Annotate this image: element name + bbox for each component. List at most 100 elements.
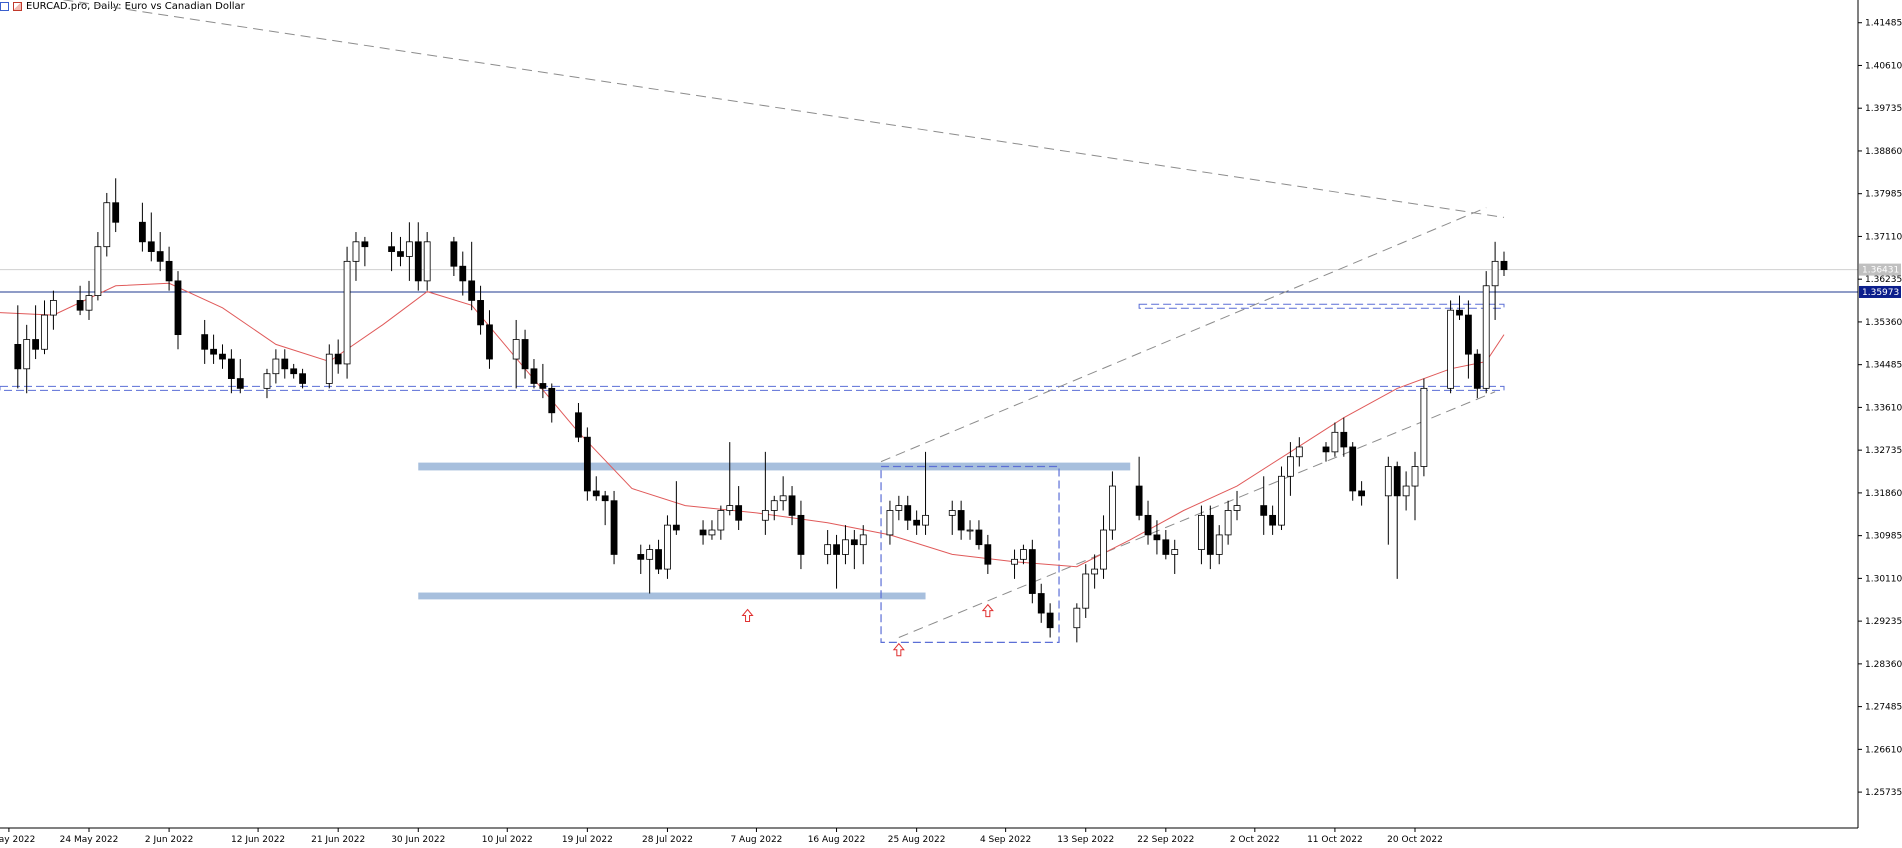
candle — [655, 539, 662, 574]
candle-body-bull — [1384, 466, 1392, 497]
candle — [975, 520, 983, 550]
candle-body-bear — [788, 495, 796, 516]
candle-body-bear — [1135, 485, 1143, 516]
candle-body-bear — [1046, 612, 1054, 629]
candle — [539, 363, 547, 399]
candle-body-bull — [512, 339, 520, 360]
candle-body-bull — [859, 534, 867, 546]
candle — [664, 515, 671, 579]
candle — [1011, 549, 1018, 579]
candle — [1082, 564, 1090, 618]
candle — [1046, 603, 1054, 638]
candle-body-bear — [592, 490, 600, 497]
trend-line — [880, 207, 1487, 463]
candle-body-bull — [1224, 510, 1232, 536]
time-tick-label: 30 Jun 2022 — [391, 835, 445, 845]
candle-body-bull — [1447, 309, 1455, 389]
price-tick-label: 1.34485 — [1865, 361, 1902, 371]
candle — [23, 324, 31, 394]
candle-body-bull — [646, 549, 654, 560]
plot-area — [0, 0, 1858, 657]
candle — [592, 476, 600, 501]
candle-body-bull — [1109, 485, 1116, 531]
candle — [1420, 378, 1428, 477]
candle — [966, 520, 974, 540]
candle — [1473, 349, 1481, 399]
time-tick-label: 22 Sep 2022 — [1137, 835, 1194, 845]
candle — [859, 525, 867, 565]
candle-body-bear — [156, 251, 164, 262]
candle — [414, 222, 422, 291]
candle — [49, 290, 57, 330]
time-axis: 5 May 2022 24 May 2022 2 Jun 2022 12 Jun 20… — [0, 827, 1858, 845]
up-arrow-icon — [981, 603, 994, 618]
time-tick-label: 11 Oct 2022 — [1307, 835, 1363, 845]
candle-body-bear — [1028, 549, 1036, 594]
candle-body-bull — [41, 314, 48, 350]
candle — [1171, 539, 1179, 574]
current-price-badge: 1.36431 — [1862, 266, 1899, 276]
candle-body-bull — [263, 373, 271, 389]
candle-body-bull — [1011, 558, 1018, 565]
candle — [672, 481, 680, 535]
time-tick-label: 13 Sep 2022 — [1057, 835, 1114, 845]
candle — [272, 349, 280, 384]
candle-body-bull — [49, 300, 57, 316]
candle-body-bear — [601, 495, 609, 502]
candle — [1206, 505, 1214, 570]
candle — [1260, 476, 1268, 535]
candle — [1393, 461, 1401, 579]
candle — [913, 510, 921, 535]
candle-body-bear — [735, 505, 743, 521]
candle — [227, 349, 235, 394]
candle-body-bear — [147, 241, 155, 252]
candle — [1028, 539, 1036, 604]
candle-body-bear — [210, 348, 217, 355]
time-tick-label: 20 Oct 2022 — [1387, 835, 1443, 845]
candle — [112, 178, 120, 233]
chart-icon[interactable] — [13, 1, 22, 11]
candle-body-bull — [1082, 573, 1090, 609]
time-tick-label: 5 May 2022 — [0, 835, 35, 845]
candle — [1482, 271, 1490, 394]
candle — [984, 534, 992, 574]
candle-body-bear — [913, 519, 921, 526]
candle-body-bear — [14, 343, 22, 370]
candle — [1091, 554, 1099, 589]
candle-body-bull — [1073, 607, 1081, 629]
time-tick-label: 28 Jul 2022 — [642, 835, 693, 845]
candle — [824, 530, 832, 565]
candle — [1500, 251, 1508, 276]
price-tick-label: 1.30985 — [1865, 532, 1902, 542]
candle — [334, 339, 342, 374]
candle-body-bear — [850, 539, 858, 546]
candle-body-bull — [1278, 475, 1285, 526]
time-tick-label: 10 Jul 2022 — [482, 835, 533, 845]
candle — [699, 520, 707, 545]
candle — [530, 359, 538, 389]
candle-body-bear — [1465, 314, 1472, 355]
candle-body-bear — [610, 500, 618, 555]
grid-icon[interactable] — [0, 1, 9, 11]
candle — [1020, 544, 1027, 565]
candle — [405, 222, 413, 281]
candle-body-bear — [138, 221, 146, 243]
candle-body-bear — [1349, 446, 1357, 492]
candle-body-bear — [1260, 505, 1268, 516]
candle-body-bull — [1020, 549, 1027, 560]
price-tick-label: 1.39735 — [1865, 104, 1902, 114]
candle — [1073, 603, 1081, 643]
candle — [477, 285, 484, 335]
candle-body-bull — [1482, 285, 1490, 389]
candle-body-bull — [922, 514, 929, 526]
candle-body-bear — [32, 339, 39, 350]
candle-body-bear — [575, 412, 582, 438]
price-tick-label: 1.37110 — [1865, 232, 1902, 242]
candle-body-bull — [352, 241, 360, 262]
price-tick-label: 1.25735 — [1865, 788, 1902, 798]
candle — [299, 368, 306, 389]
range-box — [880, 465, 1060, 643]
candle — [361, 236, 369, 267]
candle — [1456, 295, 1463, 320]
